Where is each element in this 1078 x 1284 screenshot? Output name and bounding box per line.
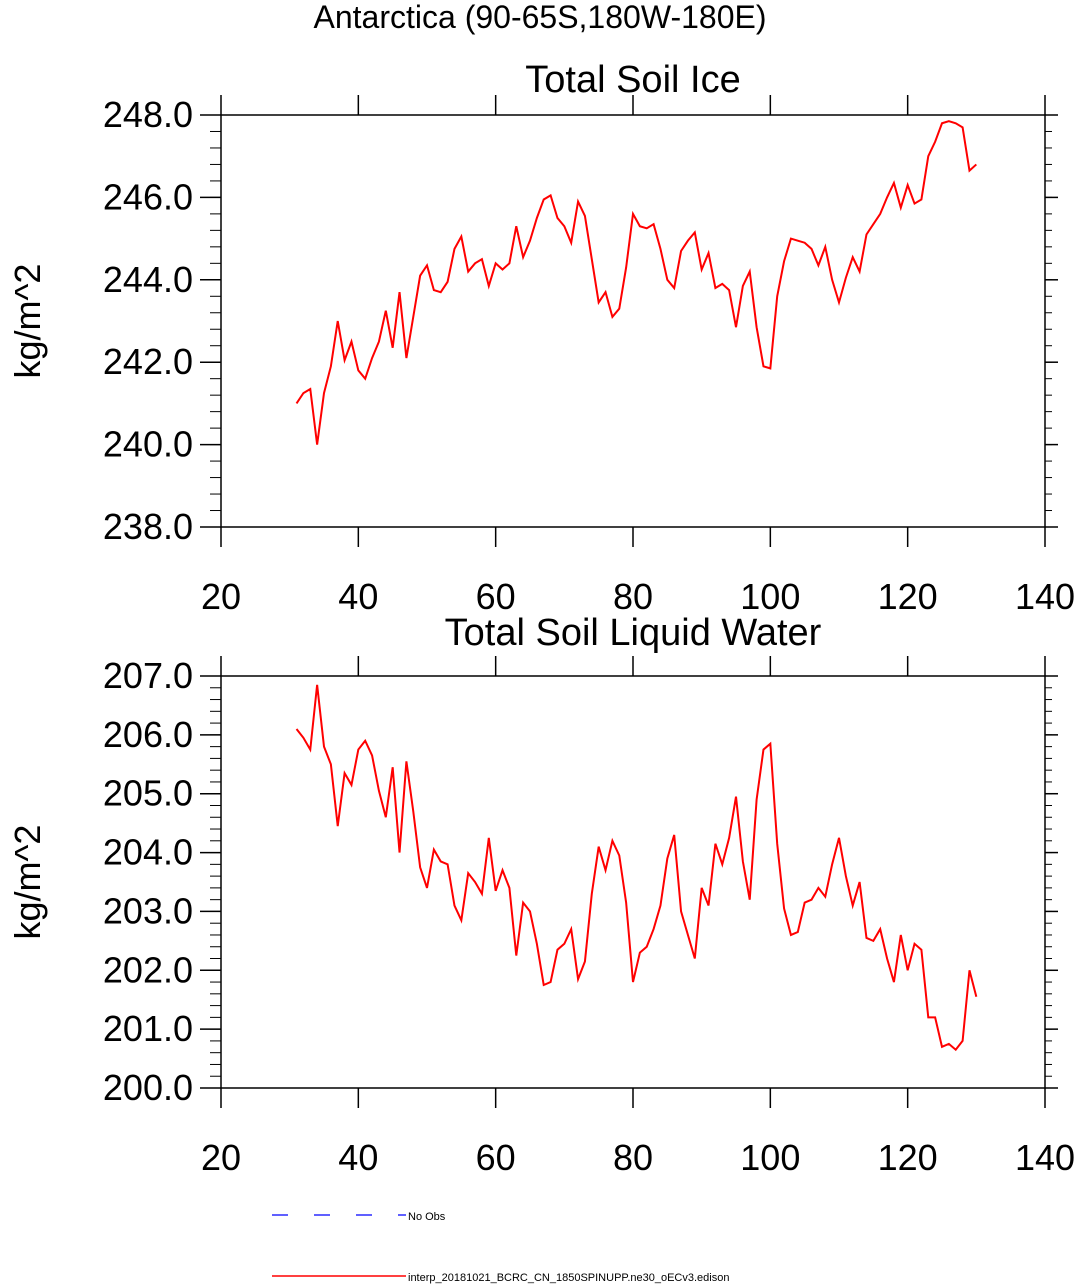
x-tick-label: 100 bbox=[740, 1137, 800, 1178]
legend-model-label: interp_20181021_BCRC_CN_1850SPINUPP.ne30… bbox=[408, 1272, 729, 1284]
x-tick-label: 120 bbox=[878, 576, 938, 617]
x-tick-label: 80 bbox=[613, 576, 653, 617]
x-tick-label: 40 bbox=[338, 1137, 378, 1178]
chart-total-soil-ice: Total Soil Ice kg/m^2 20 40 60 80 100 120 140 238… bbox=[7, 59, 1075, 617]
x-tick-label: 40 bbox=[338, 576, 378, 617]
y-tick-label: 200.0 bbox=[103, 1067, 193, 1108]
figure-title: Antarctica (90-65S,180W-180E) bbox=[314, 0, 767, 35]
plot-frame bbox=[220, 114, 1046, 528]
y-tick-label: 204.0 bbox=[103, 832, 193, 873]
y-tick-label: 201.0 bbox=[103, 1008, 193, 1049]
series-line bbox=[295, 684, 978, 1052]
legend: No Obs interp_20181021_BCRC_CN_1850SPINU… bbox=[272, 1211, 729, 1284]
y-tick-label: 242.0 bbox=[103, 341, 193, 382]
x-tick-label: 20 bbox=[201, 1137, 241, 1178]
y-tick-label: 203.0 bbox=[103, 890, 193, 931]
y-tick-label: 206.0 bbox=[103, 714, 193, 755]
y-axis-label: kg/m^2 bbox=[7, 264, 48, 379]
series-line bbox=[295, 120, 977, 445]
plot-frame bbox=[220, 675, 1046, 1089]
x-tick-label: 140 bbox=[1015, 1137, 1075, 1178]
y-tick-label: 202.0 bbox=[103, 949, 193, 990]
legend-obs-label: No Obs bbox=[408, 1211, 446, 1223]
y-tick-label: 238.0 bbox=[103, 506, 193, 547]
y-tick-label: 207.0 bbox=[103, 655, 193, 696]
y-tick-label: 240.0 bbox=[103, 424, 193, 465]
x-tick-label: 120 bbox=[878, 1137, 938, 1178]
y-axis-label: kg/m^2 bbox=[7, 825, 48, 940]
x-tick-label: 80 bbox=[613, 1137, 653, 1178]
chart-total-soil-liquid-water: Total Soil Liquid Water kg/m^2 20 40 60 80 100… bbox=[7, 612, 1075, 1178]
y-tick-label: 246.0 bbox=[103, 176, 193, 217]
chart-title: Total Soil Liquid Water bbox=[445, 612, 822, 654]
chart-title: Total Soil Ice bbox=[525, 59, 740, 101]
x-tick-label: 20 bbox=[201, 576, 241, 617]
y-tick-label: 205.0 bbox=[103, 773, 193, 814]
y-tick-label: 244.0 bbox=[103, 259, 193, 300]
x-tick-label: 60 bbox=[476, 1137, 516, 1178]
x-tick-label: 100 bbox=[740, 576, 800, 617]
y-tick-label: 248.0 bbox=[103, 94, 193, 135]
x-tick-label: 60 bbox=[476, 576, 516, 617]
x-tick-label: 140 bbox=[1015, 576, 1075, 617]
